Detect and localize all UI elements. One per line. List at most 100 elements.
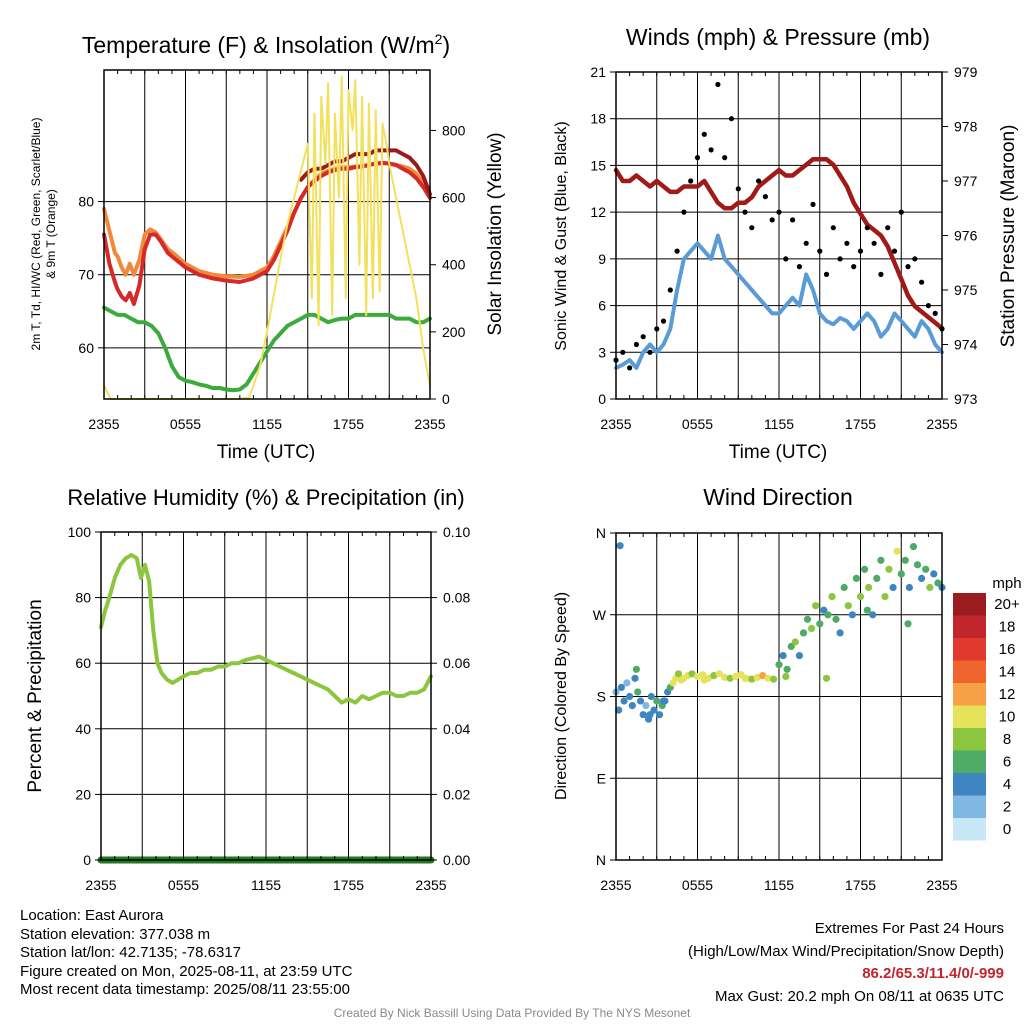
gust-point — [830, 225, 836, 231]
y-tick-label: 80 — [78, 194, 94, 210]
heat-index-line — [299, 148, 432, 197]
wind-direction-point — [930, 570, 938, 578]
gust-point — [864, 225, 870, 231]
x-tick-label: 1755 — [333, 877, 364, 893]
gust-point — [681, 209, 687, 215]
wind-direction-point — [631, 674, 639, 682]
y-tick-label: 20 — [75, 786, 91, 802]
y-tick-label: W — [593, 607, 607, 623]
gust-point — [932, 310, 938, 316]
y-right-tick-label: 973 — [954, 391, 978, 407]
x-tick-label: 1755 — [845, 877, 876, 893]
x-tick-label: 2355 — [600, 877, 631, 893]
wind-direction-point — [626, 692, 634, 701]
legend-swatch — [953, 638, 986, 661]
wind-direction-point — [822, 674, 831, 682]
wind-direction-point — [885, 565, 893, 573]
winds-panel-title: Winds (mph) & Pressure (mb) — [626, 24, 930, 50]
gust-point — [823, 271, 830, 277]
temperature-panel-title: Temperature (F) & Insolation (W/m2) — [82, 31, 450, 58]
gust-point — [647, 349, 653, 355]
y-right-tick-label: 0 — [442, 391, 450, 407]
y-tick-label: 21 — [590, 64, 606, 80]
x-tick-label: 0555 — [682, 877, 713, 893]
x-tick-label: 2355 — [926, 416, 957, 432]
figure-created: Figure created on Mon, 2025-08-11, at 23… — [20, 962, 353, 980]
x-tick-label: 1755 — [333, 416, 364, 432]
wind-direction-point — [759, 672, 767, 680]
legend-swatch — [953, 750, 986, 773]
gust-point — [857, 248, 864, 254]
wind-direction-point — [808, 624, 816, 633]
temperature-x-axis-title: Time (UTC) — [217, 442, 316, 463]
data-timestamp: Most recent data timestamp: 2025/08/11 2… — [20, 981, 350, 998]
extremes-subtitle: (High/Low/Max Wind/Precipitation/Snow De… — [688, 942, 1004, 960]
wind-direction-point — [639, 711, 647, 719]
wind-direction-point — [913, 561, 922, 569]
max-gust: Max Gust: 20.2 mph On 08/11 at 0635 UTC — [714, 987, 1004, 1005]
y-right-tick-label: 975 — [954, 282, 978, 298]
wind-direction-point — [918, 574, 926, 583]
legend-label: 20+ — [994, 596, 1020, 613]
y-tick-label: N — [596, 525, 606, 541]
y-right-tick-label: 978 — [954, 119, 978, 135]
legend-label: 16 — [999, 641, 1016, 658]
y-tick-label: 0 — [83, 852, 91, 868]
gust-point — [885, 225, 891, 231]
wind-direction-points — [612, 542, 946, 723]
wind-direction-point — [646, 711, 654, 719]
legend-label: 0 — [1003, 821, 1011, 838]
gust-point — [694, 155, 701, 161]
winds-panel: Winds (mph) & Pressure (mb) 2355 0555 1155… — [553, 24, 1019, 463]
legend-swatch — [953, 683, 986, 706]
gust-point — [762, 194, 769, 200]
wind-direction-axes: 2355 0555 1155 1755 2355 N E S W N — [593, 525, 958, 893]
x-tick-label: 2355 — [85, 877, 116, 893]
wind-direction-point — [799, 629, 808, 637]
x-tick-label: 2355 — [415, 877, 446, 893]
wind-direction-point — [863, 606, 871, 614]
wind-direction-point — [852, 574, 861, 583]
wind-direction-point — [856, 593, 865, 601]
wind-direction-point — [869, 611, 877, 619]
gust-point — [742, 209, 748, 215]
wind-direction-point — [647, 692, 655, 701]
y-right-tick-label: 800 — [442, 122, 466, 138]
gust-point — [783, 256, 789, 262]
wind-y-axis-title: Sonic Wind & Gust (Blue, Black) — [553, 121, 570, 350]
wind-direction-point — [836, 629, 844, 637]
wind-direction-point — [770, 675, 778, 683]
wind-direction-point — [865, 583, 873, 592]
wind-direction-point — [897, 570, 905, 578]
y-tick-label: E — [597, 770, 606, 786]
gust-point — [898, 209, 904, 215]
winds-x-axis-title: Time (UTC) — [729, 442, 828, 463]
temperature-y-axis-title-line2: & 9m T (Orange) — [44, 189, 58, 279]
y-right-tick-label: 400 — [442, 257, 466, 273]
gust-point — [837, 256, 843, 262]
y-tick-label: S — [597, 689, 606, 705]
winds-grid — [615, 72, 943, 399]
y-right-tick-label: 0.10 — [443, 524, 470, 540]
wind-direction-point — [642, 702, 650, 710]
gust-point — [912, 256, 918, 262]
wind-direction-point — [909, 543, 918, 551]
legend-swatch — [953, 593, 986, 616]
wind-direction-point — [926, 583, 934, 592]
wind-direction-point — [820, 606, 828, 614]
x-tick-label: 0555 — [682, 416, 713, 432]
legend-swatch — [953, 773, 986, 796]
wind-direction-point — [904, 620, 912, 628]
wind-direction-point — [731, 672, 740, 681]
y-tick-label: 80 — [75, 590, 91, 606]
wind-direction-point — [674, 670, 683, 678]
y-tick-label: 0 — [598, 391, 606, 407]
legend-swatch — [953, 728, 986, 751]
y-tick-label: 6 — [598, 298, 606, 314]
wind-direction-point — [893, 547, 901, 555]
gust-point — [756, 178, 762, 184]
legend-label: 2 — [1003, 799, 1011, 816]
y-tick-label: 100 — [68, 524, 92, 540]
wind-direction-point — [877, 556, 885, 564]
y-right-tick-label: 0.08 — [443, 590, 470, 606]
